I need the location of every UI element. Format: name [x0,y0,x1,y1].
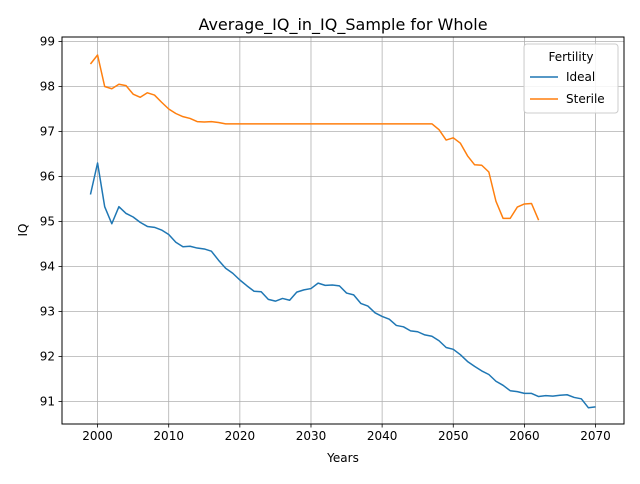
y-tick-label: 98 [40,80,55,94]
plot-frame [61,36,625,425]
legend: Fertility Ideal Sterile [523,43,619,114]
y-tick-label: 94 [40,260,55,274]
series-line-ideal [89,162,596,409]
y-tick-label: 91 [40,395,55,409]
y-axis-ticks: 91 92 93 94 95 96 97 98 99 [40,35,62,409]
x-tick-label: 2070 [580,429,611,443]
grid-lines [62,37,624,424]
y-tick-label: 99 [40,35,55,49]
x-tick-label: 2020 [225,429,256,443]
y-tick-label: 93 [40,305,55,319]
series-line-sterile [89,54,540,221]
y-tick-label: 97 [40,125,55,139]
y-axis-label: IQ [16,224,30,237]
x-tick-label: 2060 [509,429,540,443]
y-tick-label: 96 [40,170,55,184]
series-lines [89,54,596,409]
x-axis-label: Years [326,451,359,465]
x-axis-ticks: 2000 2010 2020 2030 2040 2050 2060 2070 [82,424,611,443]
legend-box [523,43,619,114]
x-tick-label: 2050 [438,429,469,443]
y-tick-label: 92 [40,350,55,364]
x-tick-label: 2010 [153,429,184,443]
x-tick-label: 2030 [296,429,327,443]
chart-title: Average_IQ_in_IQ_Sample for Whole [198,15,487,35]
x-tick-label: 2040 [367,429,398,443]
legend-title: Fertility [548,50,593,64]
legend-label-ideal: Ideal [566,70,595,84]
legend-label-sterile: Sterile [566,92,605,106]
y-tick-label: 95 [40,215,55,229]
x-tick-label: 2000 [82,429,113,443]
